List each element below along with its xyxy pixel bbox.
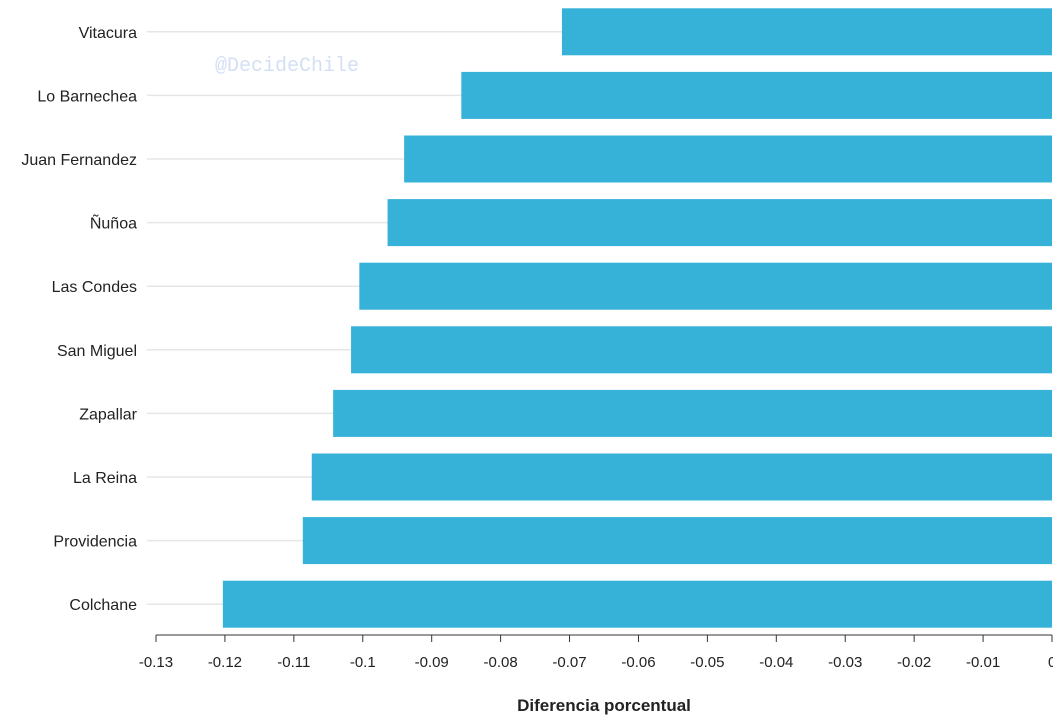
bar-la-reina[interactable] — [312, 454, 1052, 501]
x-tick-label: -0.05 — [690, 654, 724, 671]
x-tick-label: -0.13 — [139, 654, 173, 671]
bar-las-condes[interactable] — [359, 263, 1052, 310]
bars — [223, 8, 1052, 627]
bar-lo-barnechea[interactable] — [461, 72, 1052, 119]
x-tick-label: -0.09 — [415, 654, 449, 671]
category-label: Zapallar — [79, 406, 137, 423]
x-tick-label: -0.04 — [759, 654, 793, 671]
category-label: La Reina — [73, 470, 137, 487]
bar-colchane[interactable] — [223, 581, 1052, 628]
x-tick-label: -0.07 — [552, 654, 586, 671]
category-label: San Miguel — [57, 343, 137, 360]
bar-zapallar[interactable] — [333, 390, 1052, 437]
x-tick-label: -0.03 — [828, 654, 862, 671]
bar-ñuñoa[interactable] — [388, 199, 1052, 246]
bar-juan-fernandez[interactable] — [404, 136, 1052, 183]
category-label: Las Condes — [52, 279, 137, 296]
category-label: Providencia — [53, 534, 137, 551]
category-labels: Vitacura Lo Barnechea Juan Fernandez Ñuñoa L… — [21, 25, 137, 614]
x-axis-title: Diferencia porcentual — [517, 696, 691, 715]
watermark: @DecideChile — [215, 55, 359, 78]
bar-san-miguel[interactable] — [351, 326, 1052, 373]
x-tick-label: -0.1 — [350, 654, 376, 671]
x-tick-label: -0.06 — [621, 654, 655, 671]
bar-providencia[interactable] — [303, 517, 1052, 564]
category-label: Ñuñoa — [90, 213, 137, 233]
category-label: Lo Barnechea — [37, 88, 137, 105]
category-label: Colchane — [69, 597, 137, 614]
category-label: Juan Fernandez — [21, 152, 137, 169]
x-tick-label: -0.12 — [208, 654, 242, 671]
x-tick-label: -0.11 — [277, 654, 310, 671]
x-tick-label: 0 — [1048, 654, 1053, 671]
x-tick-label: -0.01 — [966, 654, 1000, 671]
x-tick-label: -0.02 — [897, 654, 931, 671]
x-axis-ticks: -0.13 -0.12 -0.11 -0.1 -0.09 -0.08 -0.07 -0.06 -… — [139, 635, 1053, 671]
category-label: Vitacura — [79, 25, 138, 42]
bar-vitacura[interactable] — [562, 8, 1052, 55]
x-tick-label: -0.08 — [484, 654, 518, 671]
